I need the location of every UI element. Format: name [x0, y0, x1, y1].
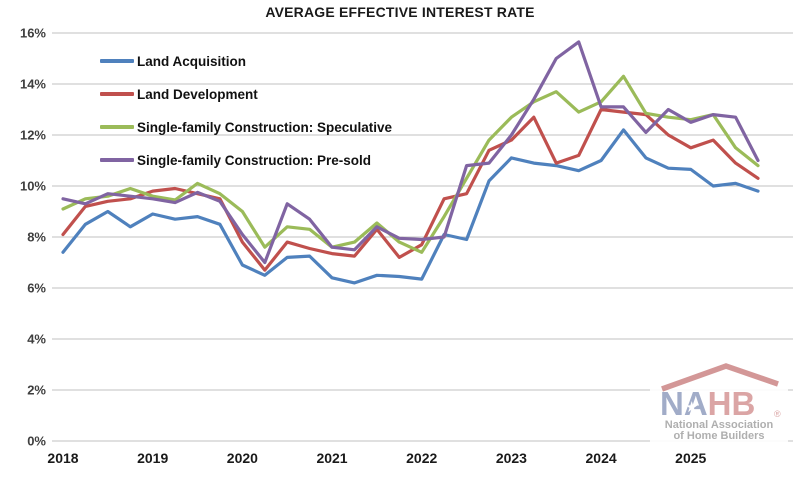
y-axis-tick-label: 4% — [27, 332, 46, 347]
nahb-wordmark: NAHB — [660, 385, 755, 422]
legend-item-land-development: Land Development — [100, 84, 392, 104]
series-line-land-acquisition — [61, 128, 760, 285]
legend-swatch-land-acquisition — [100, 59, 134, 63]
series-line-single-family-construction-speculative — [61, 74, 760, 254]
x-axis-tick-label: 2025 — [675, 450, 706, 466]
legend-item-land-acquisition: Land Acquisition — [100, 51, 392, 71]
legend-label-land-acquisition: Land Acquisition — [137, 53, 246, 69]
nahb-logo: NAHB ★ ® National Association of Home Bu… — [650, 357, 788, 443]
legend-swatch-land-development — [100, 92, 134, 96]
y-axis-tick-label: 6% — [27, 281, 46, 296]
legend-label-sf-presold: Single-family Construction: Pre-sold — [137, 152, 372, 168]
registered-trademark: ® — [774, 409, 781, 419]
series-line-land-development — [61, 107, 760, 272]
x-axis-tick-label: 2020 — [227, 450, 258, 466]
x-axis-tick-label: 2021 — [316, 450, 347, 466]
legend-label-sf-speculative: Single-family Construction: Speculative — [137, 119, 393, 135]
nahb-logo-graphic: NAHB ★ ® National Association of Home Bu… — [660, 363, 781, 441]
chart-title: AVERAGE EFFECTIVE INTEREST RATE — [265, 4, 535, 20]
chart-legend: Land Acquisition Land Development Single… — [100, 51, 392, 170]
x-axis-tick-label: 2022 — [406, 450, 437, 466]
legend-swatch-sf-speculative — [100, 125, 134, 129]
x-axis-tick-label: 2024 — [586, 450, 617, 466]
star-icon: ★ — [685, 399, 698, 416]
y-axis-tick-label: 16% — [20, 26, 46, 41]
x-axis-tick-label: 2019 — [137, 450, 168, 466]
legend-item-sf-presold: Single-family Construction: Pre-sold — [100, 150, 392, 170]
x-axis-tick-label: 2018 — [47, 450, 78, 466]
y-axis-tick-label: 10% — [20, 179, 46, 194]
legend-item-sf-speculative: Single-family Construction: Speculative — [100, 117, 392, 137]
y-axis-tick-label: 0% — [27, 434, 46, 449]
series-line-single-family-construction-pre-sold — [61, 40, 760, 265]
roof-icon — [661, 363, 779, 392]
logo-subtext-line1: National Association — [665, 419, 774, 431]
legend-label-land-development: Land Development — [137, 86, 258, 102]
legend-swatch-sf-presold — [100, 158, 134, 162]
y-axis-tick-label: 14% — [20, 77, 46, 92]
logo-subtext-line2: of Home Builders — [673, 430, 764, 441]
y-axis-tick-label: 12% — [20, 128, 46, 143]
y-axis-tick-label: 8% — [27, 230, 46, 245]
y-axis-tick-label: 2% — [27, 383, 46, 398]
x-axis-tick-label: 2023 — [496, 450, 527, 466]
